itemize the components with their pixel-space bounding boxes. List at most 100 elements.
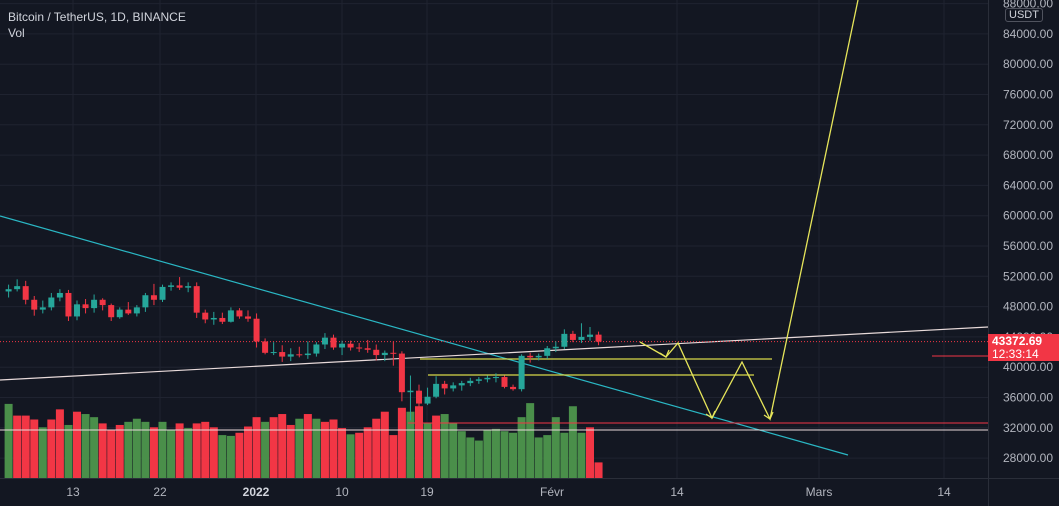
volume-bar	[21, 415, 30, 478]
volume-bar	[55, 409, 64, 478]
candle-body	[262, 341, 269, 353]
candle-body	[74, 304, 80, 317]
volume-bar	[30, 419, 39, 478]
candle-body	[219, 317, 226, 322]
candle-body	[501, 377, 508, 387]
volume-bar	[517, 417, 526, 478]
candle-body	[424, 396, 431, 404]
volume-bars	[4, 403, 603, 478]
volume-bar	[278, 414, 287, 478]
volume-bar	[286, 424, 295, 478]
candle-body	[65, 292, 72, 317]
volume-bar	[329, 419, 338, 478]
projection-path	[639, 0, 859, 421]
volume-bar	[509, 432, 518, 478]
volume-bar	[218, 435, 227, 478]
candle-body	[441, 383, 448, 389]
candle-body	[48, 297, 55, 308]
candle-body	[287, 354, 294, 357]
volume-bar	[64, 424, 73, 478]
time-tick-label: 10	[335, 485, 349, 499]
volume-bar	[543, 435, 552, 478]
candle-body	[578, 336, 585, 340]
volume-indicator-label[interactable]: Vol	[8, 26, 25, 40]
candle-body	[176, 285, 183, 288]
candle-body	[22, 286, 29, 300]
candle-body	[5, 289, 12, 292]
chart-legend: Bitcoin / TetherUS, 1D, BINANCE Vol	[8, 9, 186, 41]
volume-bar	[474, 440, 483, 478]
candle-body	[484, 377, 491, 380]
last-price-label: 43372.69	[988, 334, 1059, 348]
candle-body	[296, 354, 303, 356]
volume-bar	[389, 435, 398, 478]
candle-body	[450, 385, 457, 389]
candle-body	[467, 380, 474, 384]
volume-bar	[226, 435, 235, 478]
price-tick-label: 88000.00	[1003, 0, 1053, 11]
volume-bar	[269, 417, 278, 478]
candle-body	[321, 337, 328, 345]
volume-bar	[235, 432, 244, 478]
volume-bar	[372, 418, 381, 478]
candle-body	[433, 383, 440, 397]
candle-body	[150, 295, 157, 300]
candle-body	[347, 343, 354, 348]
price-tick-label: 72000.00	[1003, 118, 1053, 132]
volume-bar	[560, 432, 569, 478]
volume-bar	[423, 423, 432, 478]
candle-body	[133, 307, 140, 314]
volume-bar	[483, 429, 492, 478]
candle-body	[587, 334, 593, 337]
volume-bar	[98, 423, 107, 478]
volume-bar	[338, 428, 347, 478]
candle-body	[518, 355, 525, 390]
grid-lines	[0, 0, 988, 478]
candle-body	[552, 346, 559, 349]
price-tick-label: 36000.00	[1003, 391, 1053, 405]
candle-body	[56, 292, 63, 298]
candle-body	[475, 379, 482, 381]
drawing-tools	[0, 0, 989, 456]
projection-arrowhead	[763, 411, 774, 420]
time-tick-label: 19	[420, 485, 434, 499]
candle-body	[527, 355, 534, 358]
volume-bar	[149, 427, 158, 478]
candle-body	[544, 348, 551, 356]
volume-bar	[124, 421, 133, 478]
volume-bar	[577, 432, 586, 478]
volume-bar	[594, 462, 603, 478]
candle-body	[245, 316, 251, 319]
candle-body	[227, 310, 234, 322]
candle-body	[270, 352, 277, 354]
candle-body	[82, 304, 89, 309]
projection-arrowhead	[705, 410, 716, 419]
candle-body	[364, 348, 371, 350]
volume-bar	[81, 414, 90, 478]
candle-body	[14, 286, 21, 290]
candle-body	[407, 390, 414, 393]
time-tick-label: 14	[670, 485, 684, 499]
candle-body	[185, 286, 192, 288]
volume-bar	[252, 417, 261, 478]
candle-body	[91, 299, 98, 309]
symbol-title[interactable]: Bitcoin / TetherUS, 1D, BINANCE	[8, 10, 186, 24]
candle-body	[356, 347, 363, 349]
price-tick-label: 52000.00	[1003, 269, 1053, 283]
volume-bar	[466, 437, 475, 478]
volume-bar	[47, 419, 56, 478]
volume-bar	[491, 428, 500, 478]
candle-body	[31, 299, 38, 310]
volume-bar	[440, 414, 449, 478]
time-tick-label: Févr	[540, 485, 564, 499]
currency-unit-badge[interactable]: USDT	[1005, 8, 1043, 22]
price-candles	[5, 277, 602, 421]
volume-bar	[141, 421, 150, 478]
volume-bar	[303, 414, 312, 478]
candle-body	[381, 352, 388, 356]
price-tick-label: 40000.00	[1003, 360, 1053, 374]
candle-body	[202, 312, 209, 320]
price-tick-label: 76000.00	[1003, 88, 1053, 102]
volume-bar	[457, 431, 466, 478]
